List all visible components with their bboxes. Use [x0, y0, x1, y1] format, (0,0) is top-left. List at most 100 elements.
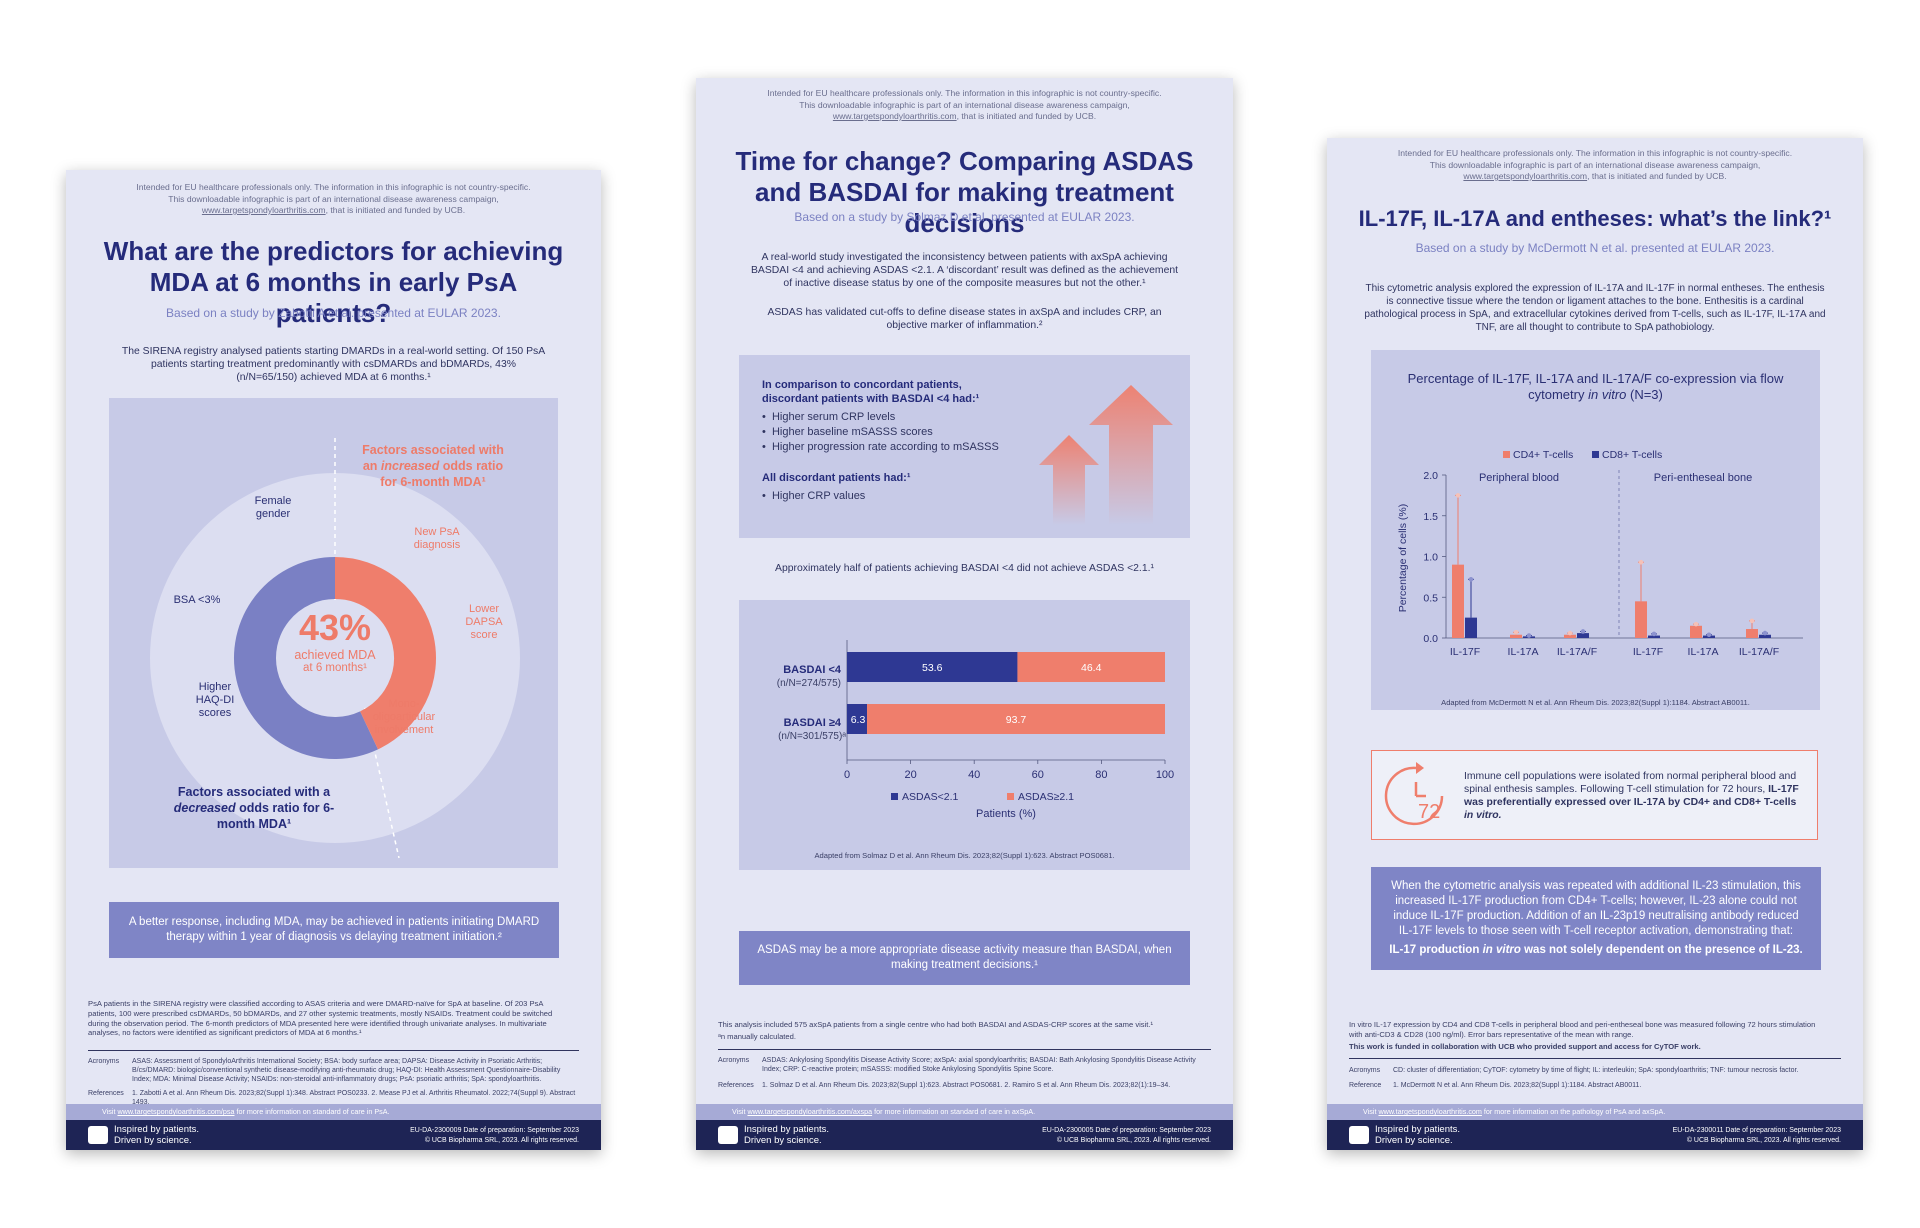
data-point — [1651, 631, 1657, 637]
x-tick-label: 100 — [1156, 769, 1174, 781]
x-tick-label: 20 — [904, 769, 916, 781]
category-sub-2: (n/N=301/575)ᵃ — [778, 731, 846, 742]
footer-code: EU-DA-2300005 Date of preparation: Septe… — [1042, 1127, 1211, 1144]
link-bar-link[interactable]: www.targetspondyloarthritis.com — [1378, 1107, 1482, 1116]
disclaimer: Intended for EU healthcare professionals… — [1397, 148, 1793, 181]
link-bar-link[interactable]: www.targetspondyloarthritis.com/psa — [117, 1107, 235, 1116]
group-label-peripheral: Peripheral blood — [1479, 472, 1559, 484]
disclaimer-link[interactable]: www.targetspondyloarthritis.com — [201, 205, 326, 215]
donut-sub: at 6 months¹ — [303, 662, 367, 674]
bar-segment — [867, 704, 1165, 734]
subtitle: Based on a study by McDermott N et al. p… — [1415, 241, 1775, 255]
callout-box: ASDAS may be a more appropriate disease … — [739, 931, 1190, 985]
x-tick-label: IL-17F — [1633, 646, 1663, 658]
bar-value-label: 53.6 — [922, 662, 943, 674]
factor-female: Female gender — [254, 495, 292, 520]
footnote-2: ᵃn manually calculated. — [718, 1032, 796, 1041]
footnote: PsA patients in the SIRENA registry were… — [88, 999, 553, 1038]
bar — [1510, 634, 1522, 638]
data-point — [1513, 629, 1519, 635]
donut-segment-mda — [334, 557, 436, 750]
data-point — [1580, 629, 1586, 634]
legend-swatch — [1503, 451, 1510, 458]
page-title: What are the predictors for achieving MD… — [103, 236, 564, 328]
factor-bsa: BSA <3% — [173, 594, 221, 606]
disclaimer-link[interactable]: www.targetspondyloarthritis.com — [1463, 171, 1588, 181]
data-point — [1526, 633, 1532, 638]
y-tick-label: 0.5 — [1423, 592, 1438, 604]
link-bar: Visit www.targetspondyloarthritis.com/ps… — [66, 1104, 601, 1120]
acronyms: Acronyms ASAS: Assessment of SpondyloArt… — [88, 1058, 561, 1083]
chart-source: Adapted from McDermott N et al. Ann Rheu… — [1441, 698, 1750, 707]
link-bar: Visit www.targetspondyloarthritis.com fo… — [1327, 1104, 1863, 1120]
callout-conclusion: IL-17 production in vitro was not solely… — [1389, 944, 1803, 956]
chart-source: Adapted from Solmaz D et al. Ann Rheum D… — [814, 851, 1115, 860]
legend-swatch — [1007, 793, 1014, 800]
footer: Inspired by patients. Driven by science. … — [696, 1120, 1233, 1150]
x-tick-label: 0 — [844, 769, 850, 781]
acronyms: Acronyms ASDAS: Ankylosing Spondylitis D… — [718, 1057, 1196, 1073]
footnote-1: This analysis included 575 axSpA patient… — [718, 1020, 1154, 1029]
bar-value-label: 6.3 — [851, 714, 866, 726]
tagline: Inspired by patients. Driven by science. — [744, 1124, 830, 1146]
data-point — [1693, 621, 1699, 627]
box-bullet-2: • Higher baseline mSASSS scores — [762, 426, 933, 438]
bar-chart-panel: 53.6 46.4 6.3 93.7 0 20 40 60 80 100 Patients (%… — [739, 600, 1190, 870]
category-sub-1: (n/N=274/575) — [776, 678, 841, 689]
data-point — [1638, 559, 1644, 565]
group-label-entheseal: Peri-entheseal bone — [1654, 472, 1752, 484]
ucb-logo-icon — [718, 1126, 738, 1144]
divider — [1349, 1058, 1841, 1059]
legend-swatch — [1592, 451, 1599, 458]
bar — [1648, 635, 1660, 638]
footer-code: EU-DA-2300011 Date of preparation: Septe… — [1672, 1127, 1841, 1144]
x-tick-label: 40 — [968, 769, 980, 781]
legend-label: ASDAS≥2.1 — [1018, 791, 1074, 803]
up-arrows-icon — [1039, 385, 1173, 525]
donut-segment-rest — [234, 557, 378, 759]
footnote-1: In vitro IL-17 expression by CD4 and CD8… — [1349, 1020, 1816, 1039]
half-patients-text: Approximately half of patients achieving… — [775, 563, 1154, 574]
donut-caption: achieved MDA — [294, 648, 376, 662]
bar — [1577, 633, 1589, 638]
disclaimer-link[interactable]: www.targetspondyloarthritis.com — [832, 111, 957, 121]
x-tick-label: IL-17A — [1688, 646, 1719, 658]
poster-il17-entheses: Intended for EU healthcare professionals… — [1327, 138, 1863, 1150]
link-bar-link[interactable]: www.targetspondyloarthritis.com/axspa — [747, 1107, 873, 1116]
bar — [1690, 625, 1702, 638]
legend-label: CD8+ T-cells — [1602, 449, 1662, 461]
info-text: Immune cell populations were isolated fr… — [1464, 771, 1799, 821]
donut-chart — [150, 438, 520, 859]
footer-code: EU-DA-2300009 Date of preparation: Septe… — [410, 1127, 579, 1144]
y-tick-label: 1.5 — [1423, 511, 1438, 523]
subtitle: Based on a study by Solmaz D et al. pres… — [794, 210, 1135, 224]
data-point — [1468, 577, 1474, 582]
divider — [88, 1050, 579, 1051]
box-bullet-4: • Higher CRP values — [762, 490, 866, 502]
y-tick-label: 2.0 — [1423, 470, 1438, 482]
disclaimer: Intended for EU healthcare professionals… — [767, 88, 1162, 121]
y-tick-label: 1.0 — [1423, 552, 1438, 564]
bar — [1759, 634, 1771, 638]
bar-segment — [847, 652, 1018, 682]
x-tick-label: IL-17A/F — [1739, 646, 1779, 658]
callout-box: When the cytometric analysis was repeate… — [1371, 867, 1821, 970]
x-axis-label: Patients (%) — [976, 808, 1036, 820]
donut-hole — [277, 600, 393, 716]
tagline: Inspired by patients. Driven by science. — [114, 1124, 200, 1146]
bar-value-label: 46.4 — [1081, 662, 1102, 674]
bar — [1564, 634, 1576, 638]
bar-segment — [1017, 652, 1165, 682]
legend-swatch — [891, 793, 898, 800]
footer: Inspired by patients. Driven by science. … — [66, 1120, 601, 1150]
tagline: Inspired by patients. Driven by science. — [1375, 1124, 1461, 1146]
x-tick-label: 60 — [1032, 769, 1044, 781]
y-tick-label: 0.0 — [1423, 633, 1438, 645]
donut-value: 43% — [298, 607, 372, 648]
box-heading-2: All discordant patients had:¹ — [762, 472, 911, 484]
category-label-1: BASDAI <4 — [783, 664, 841, 676]
stacked-bar-chart: 53.6 46.4 6.3 93.7 0 20 40 60 80 100 Patients (%… — [844, 640, 1174, 820]
intro-text-1: A real-world study investigated the inco… — [750, 252, 1179, 289]
references: Reference 1. McDermott N et al. Ann Rheu… — [1349, 1082, 1642, 1089]
factor-mono: Mono-oligoarticular involvement — [372, 698, 436, 736]
